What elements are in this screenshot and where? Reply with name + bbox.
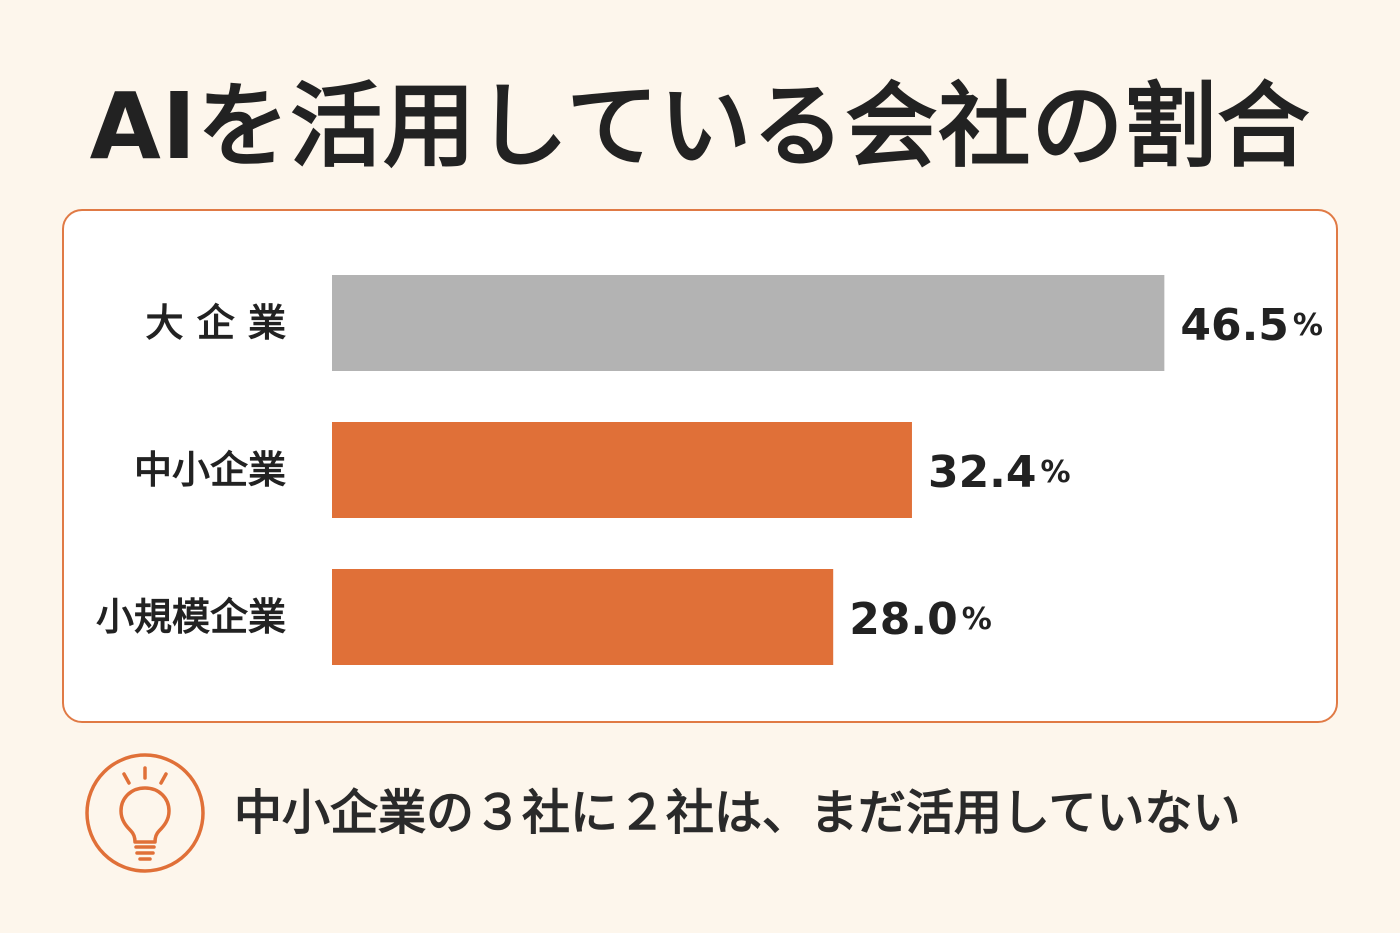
value-label: 46.5% [1180,300,1323,351]
value-unit: % [962,602,992,637]
category-label: 小規模企業 [96,595,286,639]
value-label: 28.0% [849,594,992,645]
bar-chart: 大 企 業 46.5 % 中小企業 32.4 % 小規模企業 28.0% [96,275,1323,665]
lightbulb-icon [85,753,205,873]
bar [332,422,912,518]
bar [332,275,1165,371]
chart-card: 大 企 業 46.5% 中小企業 32.4% 小規模企業 28.0% [62,209,1338,723]
value-unit: % [1041,455,1071,490]
value-number: 32.4 [928,447,1037,498]
insight-text: 中小企業の３社に２社は、まだ活用していない [234,785,1241,841]
page-title: AIを活用している会社の割合 [89,73,1311,180]
insight-note: 中小企業の３社に２社は、まだ活用していない [84,752,1344,876]
value-unit: % [1293,308,1323,343]
category-label: 中小企業 [134,448,286,492]
bar [332,569,834,665]
value-number: 46.5 [1180,300,1289,351]
category-label: 大 企 業 [146,301,286,345]
value-number: 28.0 [849,594,958,645]
value-label: 32.4% [928,447,1071,498]
